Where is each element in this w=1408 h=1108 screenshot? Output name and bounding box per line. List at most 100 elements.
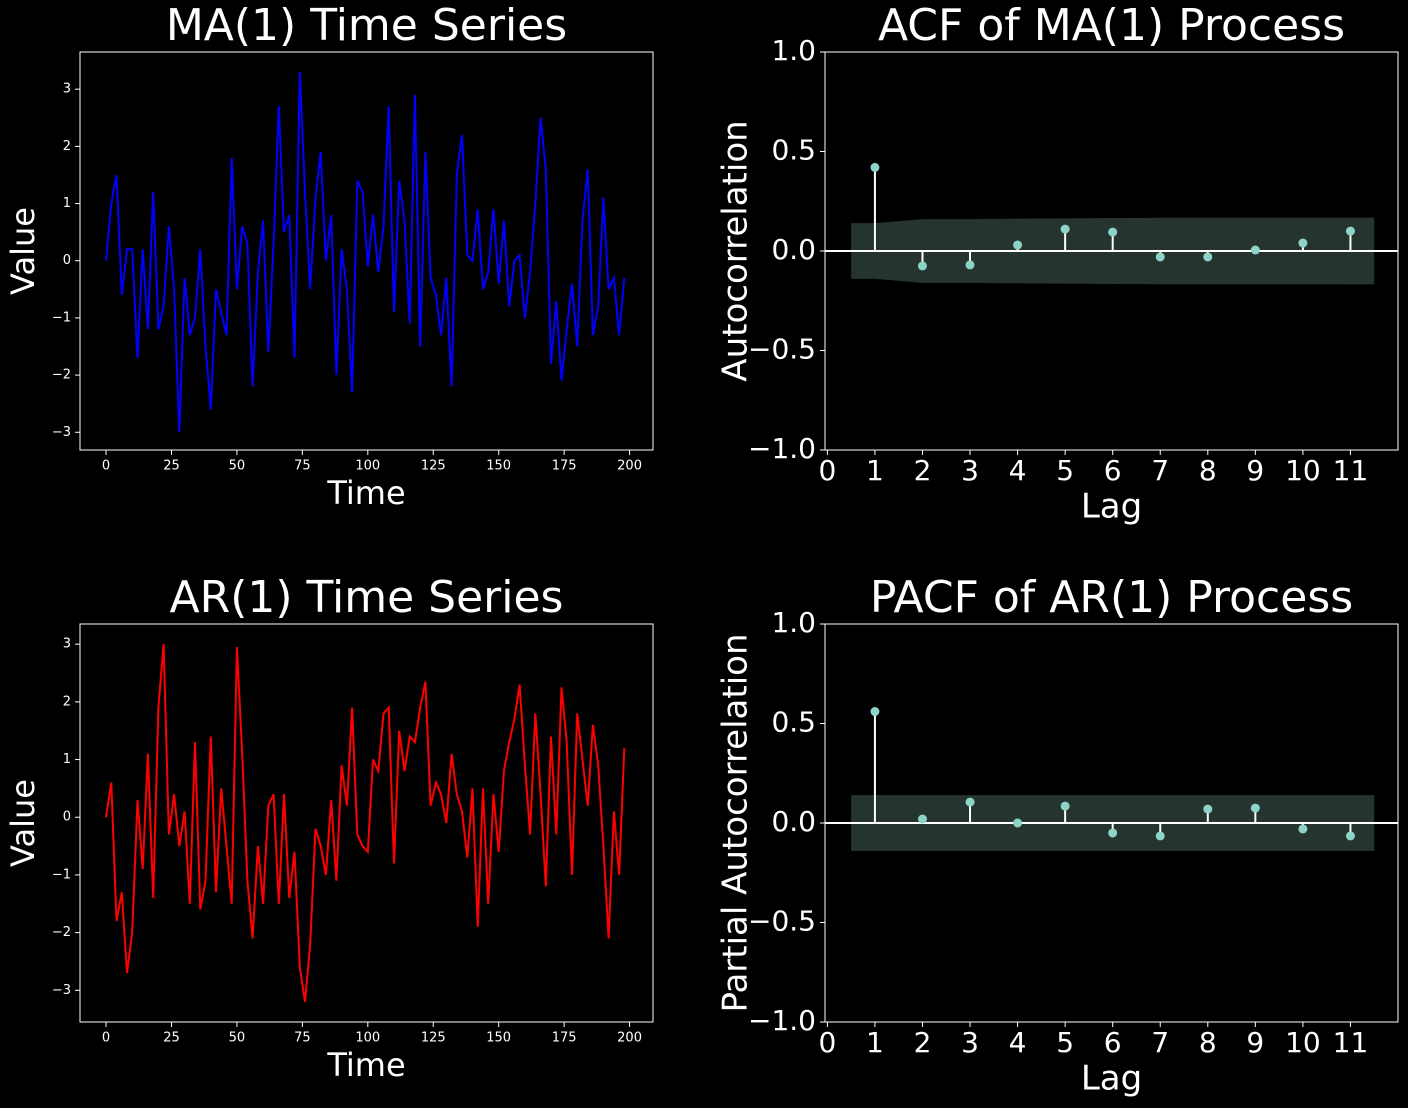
x-tick-label: 9 (1246, 454, 1264, 487)
x-tick-label: 4 (1009, 454, 1027, 487)
x-tick-label: 150 (486, 459, 511, 474)
y-tick-label: 3 (63, 82, 71, 97)
chart-title: PACF of AR(1) Process (870, 572, 1353, 623)
y-tick-label: 0.0 (771, 233, 816, 266)
stem-marker (1060, 224, 1070, 234)
x-tick-label: 2 (914, 1026, 932, 1059)
x-tick-label: 200 (617, 459, 642, 474)
x-tick-label: 3 (961, 454, 979, 487)
y-tick-label: −1 (52, 310, 71, 325)
stem-marker (870, 707, 880, 717)
y-tick-label: 0 (63, 810, 71, 825)
y-tick-label: 2 (63, 694, 71, 709)
x-tick-label: 10 (1285, 454, 1321, 487)
x-tick-label: 150 (486, 1031, 511, 1046)
series-line (105, 71, 626, 433)
x-tick-label: 0 (818, 1026, 836, 1059)
x-tick-label: 1 (866, 1026, 884, 1059)
x-axis-label: Time (326, 474, 405, 512)
y-tick-label: 1.0 (771, 34, 816, 67)
x-axis-label: Lag (1081, 487, 1142, 527)
y-tick-label: 1.0 (771, 606, 816, 639)
x-tick-label: 5 (1056, 454, 1074, 487)
x-tick-label: 75 (294, 459, 311, 474)
plot-frame (824, 51, 1399, 451)
stem-marker (1108, 227, 1118, 237)
stem-marker (1203, 804, 1213, 814)
plot-frame (79, 623, 654, 1023)
series-line (105, 644, 626, 1002)
x-tick-label: 175 (552, 1031, 577, 1046)
stem-marker (1345, 226, 1355, 236)
chart-title: AR(1) Time Series (170, 572, 564, 623)
plot-frame (79, 51, 654, 451)
x-tick-label: 4 (1009, 1026, 1027, 1059)
y-axis-label: Value (4, 779, 42, 867)
y-tick-label: 0.0 (771, 805, 816, 838)
x-tick-label: 5 (1056, 1026, 1074, 1059)
x-tick-label: 125 (421, 459, 446, 474)
x-tick-label: 8 (1199, 454, 1217, 487)
x-tick-label: 8 (1199, 1026, 1217, 1059)
y-tick-label: −0.5 (748, 333, 816, 366)
x-tick-label: 6 (1104, 1026, 1122, 1059)
plot-frame (824, 623, 1399, 1023)
stem-marker (870, 162, 880, 172)
x-tick-label: 175 (552, 459, 577, 474)
y-axis-label: Value (4, 207, 42, 295)
y-tick-label: 0.5 (771, 134, 816, 167)
y-tick-label: −1.0 (748, 1004, 816, 1037)
x-tick-label: 0 (102, 459, 110, 474)
x-tick-label: 200 (617, 1031, 642, 1046)
x-tick-label: 25 (163, 1031, 180, 1046)
x-tick-label: 50 (229, 459, 246, 474)
x-tick-label: 10 (1285, 1026, 1321, 1059)
y-tick-label: −1.0 (748, 432, 816, 465)
x-tick-label: 2 (914, 454, 932, 487)
stem-marker (1060, 801, 1070, 811)
y-tick-label: −3 (52, 983, 71, 998)
y-tick-label: 0 (63, 253, 71, 268)
x-tick-label: 125 (421, 1031, 446, 1046)
chart-title: MA(1) Time Series (166, 0, 567, 51)
stem-marker (1250, 803, 1260, 813)
stem-marker (1345, 831, 1355, 841)
x-tick-label: 11 (1333, 1026, 1369, 1059)
stem-marker (965, 260, 975, 270)
x-tick-label: 11 (1333, 454, 1369, 487)
stem-marker (1155, 252, 1165, 262)
stem-marker (917, 261, 927, 271)
stem-marker (965, 797, 975, 807)
x-tick-label: 6 (1104, 454, 1122, 487)
y-axis-label: Partial Autocorrelation (716, 633, 756, 1012)
stem-marker (1108, 828, 1118, 838)
x-tick-label: 3 (961, 1026, 979, 1059)
y-tick-label: −1 (52, 867, 71, 882)
x-tick-label: 100 (355, 459, 380, 474)
y-tick-label: 0.5 (771, 706, 816, 739)
x-tick-label: 1 (866, 454, 884, 487)
y-tick-label: −2 (52, 925, 71, 940)
x-tick-label: 25 (163, 459, 180, 474)
x-tick-label: 9 (1246, 1026, 1264, 1059)
y-axis-label: Autocorrelation (716, 120, 756, 381)
y-tick-label: −0.5 (748, 905, 816, 938)
y-tick-label: 1 (63, 196, 71, 211)
stem-marker (1013, 240, 1023, 250)
y-tick-label: −3 (52, 425, 71, 440)
x-tick-label: 75 (294, 1031, 311, 1046)
y-tick-label: 2 (63, 139, 71, 154)
y-tick-label: −2 (52, 368, 71, 383)
y-tick-label: 1 (63, 752, 71, 767)
stem-marker (1298, 824, 1308, 834)
y-tick-label: 3 (63, 637, 71, 652)
stem-marker (1298, 238, 1308, 248)
chart-title: ACF of MA(1) Process (878, 0, 1345, 51)
x-tick-label: 7 (1151, 454, 1169, 487)
x-tick-label: 0 (818, 454, 836, 487)
stem-marker (1013, 818, 1023, 828)
x-tick-label: 50 (229, 1031, 246, 1046)
x-tick-label: 0 (102, 1031, 110, 1046)
